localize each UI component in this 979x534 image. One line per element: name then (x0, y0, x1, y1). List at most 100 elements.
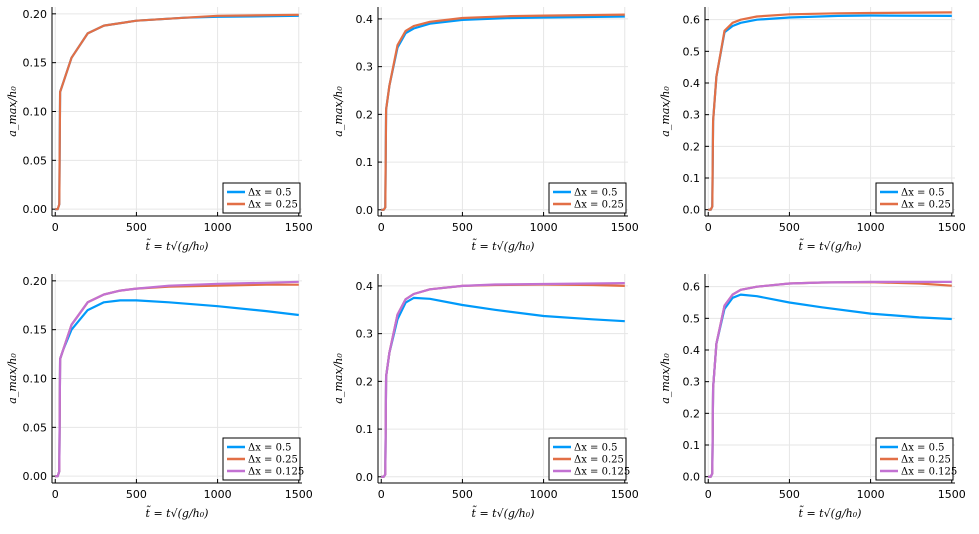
legend-label-1: Δx = 0.5 (574, 188, 618, 199)
legend-label-1: Δx = 0.5 (901, 443, 945, 454)
x-tick-label: 1500 (611, 221, 639, 234)
series-line-1 (381, 15, 625, 211)
x-tick-label: 0 (705, 488, 712, 501)
series-line-1 (708, 14, 952, 211)
legend-label-3: Δx = 0.125 (574, 467, 630, 478)
y-tick-label: 0.6 (683, 14, 701, 27)
legend-label-1: Δx = 0.5 (901, 188, 945, 199)
x-axis-label: t̃ = t√(g/h₀) (472, 239, 535, 253)
x-tick-label: 1500 (938, 221, 966, 234)
chart-panel-6: 0 500 1000 1500 0.0 0.1 0.2 0.3 0.4 0.5 0.6 t̃ = t√… (653, 267, 979, 534)
y-axis-label: a_max/h₀ (659, 353, 672, 404)
x-axis-label: t̃ = t√(g/h₀) (146, 506, 209, 520)
x-tick-label: 500 (452, 488, 473, 501)
legend-label-2: Δx = 0.25 (901, 200, 951, 211)
y-tick-label: 0.20 (23, 8, 48, 21)
x-axis-label: t̃ = t√(g/h₀) (472, 506, 535, 520)
chart-svg: 0 500 1000 1500 0.0 0.1 0.2 0.3 0.4 0.5 0.6 t̃ = t√… (659, 7, 966, 253)
y-tick-label: 0.15 (23, 324, 48, 337)
legend-label-2: Δx = 0.25 (248, 200, 298, 211)
legend-label-1: Δx = 0.5 (248, 188, 292, 199)
x-tick-label: 500 (126, 221, 147, 234)
legend-label-3: Δx = 0.125 (248, 467, 304, 478)
y-tick-label: 0.05 (23, 421, 48, 434)
x-tick-label: 1000 (530, 221, 558, 234)
x-tick-label: 1000 (204, 221, 232, 234)
x-tick-label: 1000 (857, 221, 885, 234)
y-tick-label: 0.00 (23, 470, 48, 483)
chart-svg: 0 500 1000 1500 0.00 0.05 0.10 0.15 0.20 t̃ = t√(… (6, 7, 313, 253)
x-tick-label: 1000 (530, 488, 558, 501)
y-tick-label: 0.1 (683, 172, 701, 185)
y-tick-label: 0.3 (356, 61, 374, 74)
y-tick-label: 0.20 (23, 275, 48, 288)
chart-panel-4: 0 500 1000 1500 0.00 0.05 0.10 0.15 0.20 t̃ = t√(… (0, 267, 326, 534)
y-tick-label: 0.2 (683, 140, 701, 153)
legend-box (548, 182, 627, 214)
y-axis-label: a_max/h₀ (332, 86, 345, 137)
y-tick-label: 0.5 (683, 45, 701, 58)
y-tick-label: 0.0 (683, 471, 701, 484)
legend-label-2: Δx = 0.25 (574, 200, 624, 211)
x-tick-label: 1500 (611, 488, 639, 501)
x-axis-label: t̃ = t√(g/h₀) (799, 239, 862, 253)
series-line-3 (708, 280, 952, 478)
chart-panel-1: 0 500 1000 1500 0.00 0.05 0.10 0.15 0.20 t̃ = t√(… (0, 0, 326, 267)
x-tick-label: 0 (705, 221, 712, 234)
x-tick-label: 0 (52, 488, 59, 501)
x-tick-label: 500 (779, 221, 800, 234)
x-tick-label: 500 (126, 488, 147, 501)
y-tick-label: 0.2 (356, 108, 374, 121)
y-tick-label: 0.0 (683, 204, 701, 217)
legend-label-2: Δx = 0.25 (574, 455, 624, 466)
series-line-2 (708, 11, 952, 211)
legend-label-1: Δx = 0.5 (248, 443, 292, 454)
legend-box (875, 182, 954, 214)
y-axis-label: a_max/h₀ (6, 353, 19, 404)
chart-svg: 0 500 1000 1500 0.0 0.1 0.2 0.3 0.4 t̃ = t√(g/h₀)… (332, 7, 639, 253)
series-line-2 (381, 13, 625, 211)
x-tick-label: 1500 (285, 488, 313, 501)
legend-box (222, 182, 301, 214)
y-tick-label: 0.2 (356, 375, 374, 388)
y-tick-label: 0.4 (356, 280, 374, 293)
x-tick-label: 1000 (204, 488, 232, 501)
y-tick-label: 0.10 (23, 373, 48, 386)
legend-label-2: Δx = 0.25 (248, 455, 298, 466)
chart-panel-3: 0 500 1000 1500 0.0 0.1 0.2 0.3 0.4 0.5 0.6 t̃ = t√… (653, 0, 979, 267)
y-tick-label: 0.0 (356, 471, 374, 484)
y-axis-label: a_max/h₀ (332, 353, 345, 404)
y-axis-label: a_max/h₀ (659, 86, 672, 137)
y-tick-label: 0.3 (356, 328, 374, 341)
x-axis-label: t̃ = t√(g/h₀) (146, 239, 209, 253)
y-tick-label: 0.00 (23, 203, 48, 216)
y-tick-label: 0.2 (683, 407, 701, 420)
y-axis-label: a_max/h₀ (6, 86, 19, 137)
x-tick-label: 500 (452, 221, 473, 234)
legend: Δx = 0.5Δx = 0.25 (548, 182, 627, 214)
chart-panel-5: 0 500 1000 1500 0.0 0.1 0.2 0.3 0.4 t̃ = t√(g/h₀)… (326, 267, 652, 534)
x-tick-label: 0 (378, 488, 385, 501)
y-tick-label: 0.3 (683, 109, 701, 122)
y-tick-label: 0.10 (23, 106, 48, 119)
y-tick-label: 0.4 (683, 77, 701, 90)
chart-svg: 0 500 1000 1500 0.0 0.1 0.2 0.3 0.4 0.5 0.6 t̃ = t√… (659, 274, 966, 520)
y-tick-label: 0.1 (683, 439, 701, 452)
legend: Δx = 0.5Δx = 0.25 (875, 182, 954, 214)
chart-svg: 0 500 1000 1500 0.0 0.1 0.2 0.3 0.4 t̃ = t√(g/h₀)… (332, 274, 639, 520)
x-axis-label: t̃ = t√(g/h₀) (799, 506, 862, 520)
x-tick-label: 500 (779, 488, 800, 501)
series-line-3 (381, 282, 625, 478)
x-tick-label: 1000 (857, 488, 885, 501)
legend-label-3: Δx = 0.125 (901, 467, 957, 478)
y-tick-label: 0.1 (356, 156, 374, 169)
y-tick-label: 0.4 (356, 13, 374, 26)
y-tick-label: 0.3 (683, 376, 701, 389)
x-tick-label: 0 (378, 221, 385, 234)
x-tick-label: 1500 (938, 488, 966, 501)
chart-panel-2: 0 500 1000 1500 0.0 0.1 0.2 0.3 0.4 t̃ = t√(g/h₀)… (326, 0, 652, 267)
y-tick-label: 0.0 (356, 204, 374, 217)
